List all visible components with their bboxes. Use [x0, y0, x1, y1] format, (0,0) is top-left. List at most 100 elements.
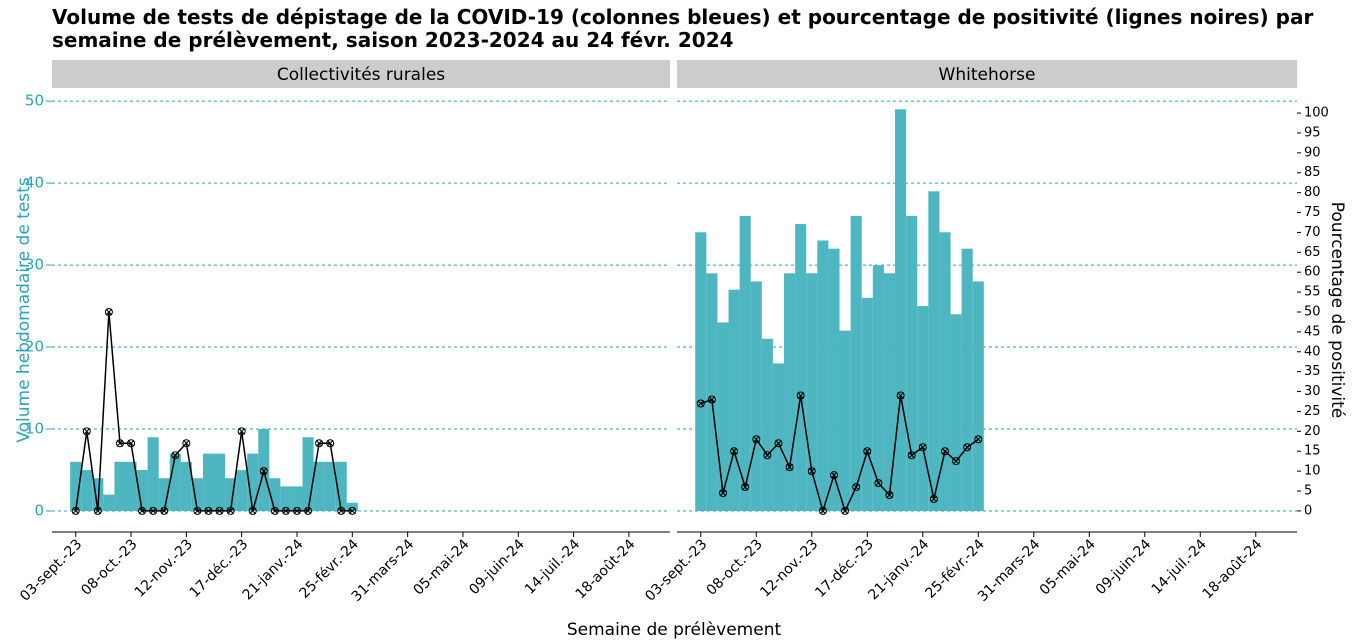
line-marker — [863, 447, 872, 456]
marker-cross — [797, 392, 805, 399]
x-tick-label: 03-sept.-23 — [17, 536, 85, 604]
line-marker — [215, 506, 224, 515]
marker-circle — [281, 506, 290, 515]
marker-circle — [337, 506, 346, 515]
marker-cross — [293, 507, 301, 515]
marker-cross — [160, 507, 168, 515]
y2-tick-label: 30 — [1304, 384, 1321, 399]
bar — [225, 478, 237, 512]
y2-tick-label: 20 — [1304, 424, 1321, 439]
marker-cross — [775, 439, 782, 447]
bar — [728, 289, 740, 512]
line-marker — [115, 439, 124, 448]
line-marker — [348, 506, 357, 515]
marker-cross — [348, 507, 356, 515]
line-marker — [963, 443, 972, 452]
bar — [180, 461, 192, 512]
marker-circle — [248, 506, 257, 515]
marker-cross — [94, 507, 102, 515]
y2-tick-label: 65 — [1304, 245, 1321, 260]
marker-circle — [963, 443, 972, 452]
line-marker — [818, 506, 827, 515]
x-tick-label: 18-août-24 — [573, 536, 639, 602]
line-marker — [104, 307, 113, 316]
line-marker — [226, 506, 235, 515]
marker-cross — [908, 451, 916, 459]
marker-circle — [259, 467, 268, 476]
line-marker — [204, 506, 213, 515]
x-tick-label: 05-mai-24 — [1037, 536, 1099, 598]
line-marker — [259, 467, 268, 476]
marker-cross — [941, 447, 949, 455]
y2-tick-label: 15 — [1304, 444, 1321, 459]
marker-circle — [193, 506, 202, 515]
line-marker — [270, 506, 279, 515]
marker-cross — [808, 467, 816, 475]
line-marker — [718, 489, 727, 498]
bar — [236, 470, 248, 512]
marker-circle — [863, 447, 872, 456]
marker-cross — [205, 507, 212, 515]
y2-tick-label: 40 — [1304, 344, 1321, 359]
line-marker — [182, 439, 191, 448]
marker-cross — [963, 443, 971, 451]
marker-circle — [785, 463, 794, 472]
positivity-line — [74, 311, 353, 512]
marker-circle — [707, 395, 716, 404]
marker-cross — [105, 308, 113, 316]
line-marker — [907, 451, 916, 460]
y2-tick-label: 80 — [1304, 185, 1321, 200]
marker-cross — [194, 507, 201, 515]
marker-circle — [171, 451, 180, 460]
line-marker — [829, 471, 838, 480]
y2-tick-label: 75 — [1304, 205, 1321, 220]
line-marker — [71, 506, 80, 515]
marker-cross — [315, 439, 323, 447]
marker-cross — [741, 483, 749, 491]
marker-cross — [708, 396, 716, 403]
bar — [839, 330, 851, 512]
line-marker — [807, 467, 816, 476]
bar — [202, 453, 215, 512]
line-marker — [315, 439, 324, 448]
bar — [806, 273, 818, 512]
marker-cross — [116, 439, 124, 447]
line-marker — [730, 447, 739, 456]
marker-circle — [974, 435, 983, 444]
x-tick-label: 05-mai-24 — [410, 536, 472, 598]
marker-circle — [326, 439, 335, 448]
marker-circle — [752, 435, 761, 444]
y2-tick-label: 25 — [1304, 404, 1321, 419]
line-marker — [852, 483, 861, 492]
y2-tick-label: 60 — [1304, 265, 1321, 280]
marker-cross — [326, 439, 334, 447]
line-marker — [304, 506, 313, 515]
marker-circle — [852, 483, 861, 492]
marker-cross — [249, 507, 257, 515]
bar — [70, 461, 82, 512]
line-marker — [93, 506, 102, 515]
bar — [939, 232, 951, 512]
x-tick-label: 03-sept.-23 — [642, 536, 710, 604]
marker-circle — [952, 457, 961, 466]
y2-tick-label: 5 — [1304, 484, 1312, 499]
marker-circle — [940, 447, 949, 456]
y2-tick-label: 35 — [1304, 364, 1321, 379]
marker-circle — [696, 399, 705, 408]
y-tick-label: 40 — [25, 174, 44, 192]
bar — [795, 224, 807, 512]
bar — [291, 486, 303, 512]
marker-cross — [764, 451, 771, 459]
bar — [706, 273, 718, 512]
bar — [695, 232, 707, 512]
bar — [269, 478, 281, 512]
bar — [92, 478, 104, 512]
line-marker — [193, 506, 202, 515]
y2-tick-label: 90 — [1304, 145, 1321, 160]
marker-circle — [82, 427, 91, 436]
bar — [883, 273, 896, 512]
marker-circle — [149, 506, 158, 515]
marker-cross — [72, 507, 80, 515]
